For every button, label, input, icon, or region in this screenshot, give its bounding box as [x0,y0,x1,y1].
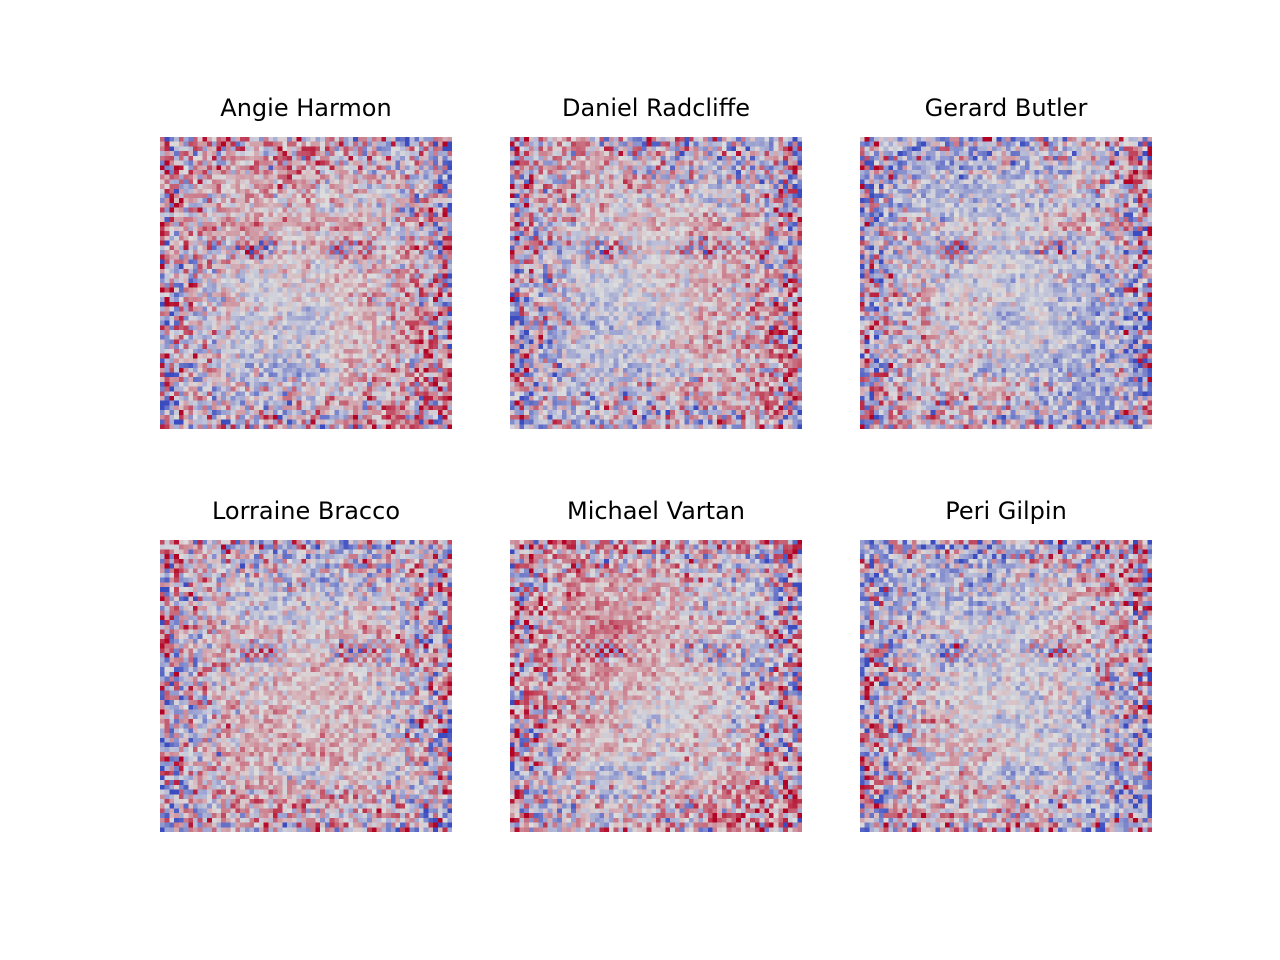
heatmap-image [860,137,1152,429]
heatmap-image [510,137,802,429]
heatmap-image [510,540,802,832]
heatmap-image [860,540,1152,832]
heatmap-image [160,137,452,429]
subplot-title: Michael Vartan [566,497,745,525]
subplot-title: Angie Harmon [220,94,392,122]
heatmap-image [160,540,452,832]
subplot-title: Lorraine Bracco [211,497,401,525]
subplot-title: Peri Gilpin [945,497,1067,525]
subplot-title: Gerard Butler [924,94,1088,122]
subplot-title: Daniel Radcliffe [561,94,751,122]
